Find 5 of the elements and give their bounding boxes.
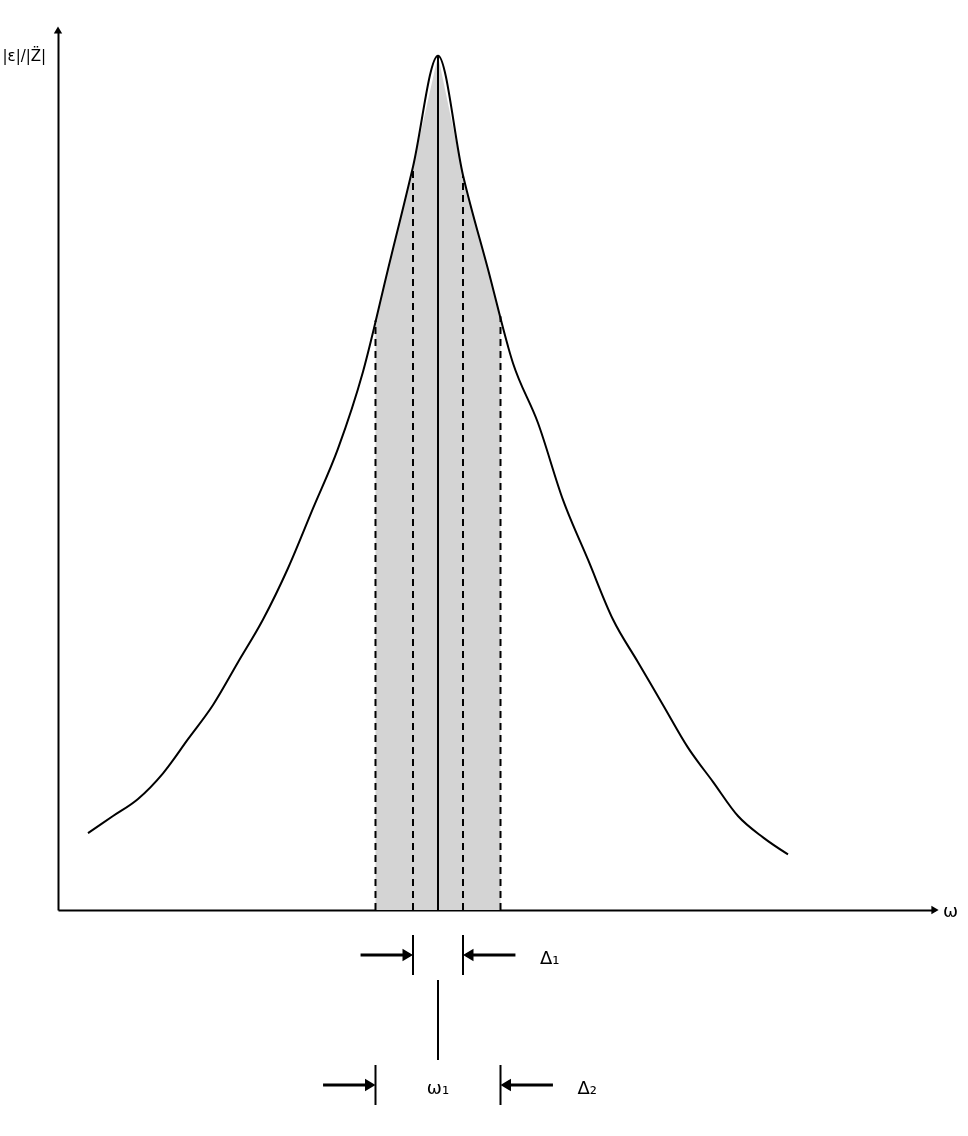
- y-axis-title: |ε|/|Z̈|: [2, 45, 47, 65]
- text: Δ₁: [540, 947, 560, 968]
- text: ω₁: [426, 1077, 450, 1098]
- text: ω: [943, 900, 959, 921]
- text: Δ₂: [577, 1077, 598, 1098]
